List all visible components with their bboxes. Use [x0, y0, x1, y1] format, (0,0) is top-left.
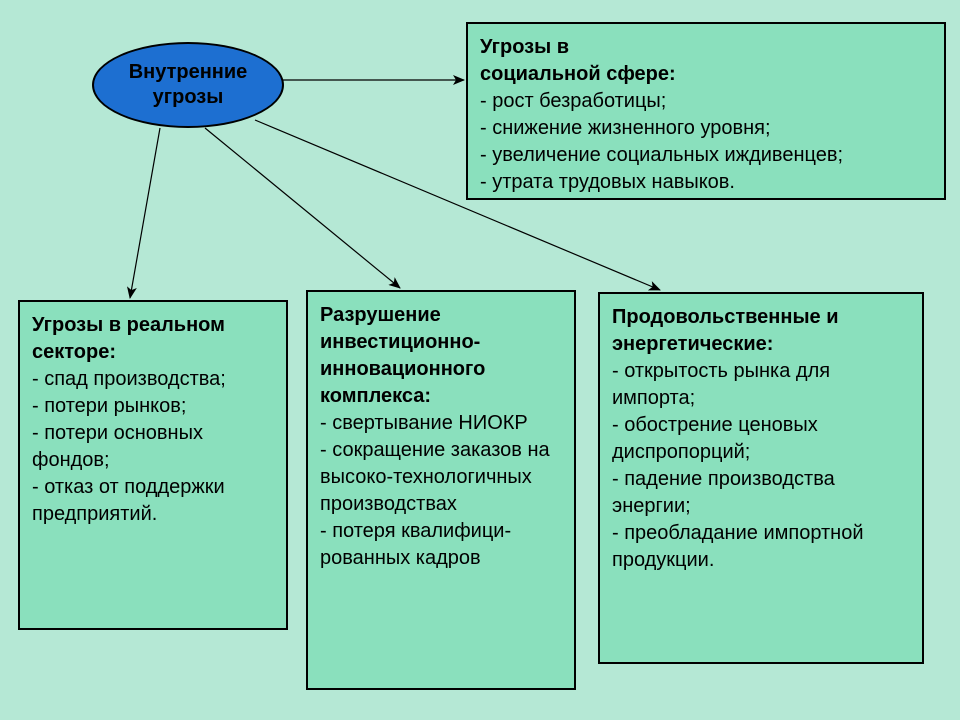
box-item: - потери рынков;	[32, 393, 274, 420]
box-item: - свертывание НИОКР	[320, 410, 562, 437]
box-item: - открытость рынка для импорта;	[612, 358, 910, 412]
box-title: Продовольственные и энергетические:	[612, 304, 910, 358]
box-title: Разрушение инвестиционно-инновационного …	[320, 302, 562, 410]
box-item: - увеличение социальных иждивенцев;	[480, 142, 932, 169]
box-item: - падение производства энергии;	[612, 466, 910, 520]
box-title: Угрозы в реальном секторе:	[32, 312, 274, 366]
root-node-internal-threats: Внутренние угрозы	[92, 42, 284, 128]
box-innovation: Разрушение инвестиционно-инновационного …	[306, 290, 576, 690]
box-item: - отказ от поддержки предприятий.	[32, 474, 274, 528]
arrow	[205, 128, 400, 288]
box-item: - обострение ценовых диспропорций;	[612, 412, 910, 466]
box-item: - потеря квалифици-рованных кадров	[320, 518, 562, 572]
box-item: - рост безработицы;	[480, 88, 932, 115]
box-real-sector: Угрозы в реальном секторе:- спад произво…	[18, 300, 288, 630]
box-item: - спад производства;	[32, 366, 274, 393]
box-item: - снижение жизненного уровня;	[480, 115, 932, 142]
box-item: - преобладание импортной продукции.	[612, 520, 910, 574]
diagram-canvas: Внутренние угрозы Угрозы в социальной сф…	[0, 0, 960, 720]
box-food-energy: Продовольственные и энергетические:- отк…	[598, 292, 924, 664]
box-item: - утрата трудовых навыков.	[480, 169, 932, 196]
root-label: Внутренние угрозы	[129, 60, 248, 110]
arrow	[130, 128, 160, 298]
box-social: Угрозы в социальной сфере:- рост безрабо…	[466, 22, 946, 200]
box-item: - сокращение заказов на высоко-технологи…	[320, 437, 562, 518]
box-title: Угрозы в социальной сфере:	[480, 34, 932, 88]
box-item: - потери основных фондов;	[32, 420, 274, 474]
